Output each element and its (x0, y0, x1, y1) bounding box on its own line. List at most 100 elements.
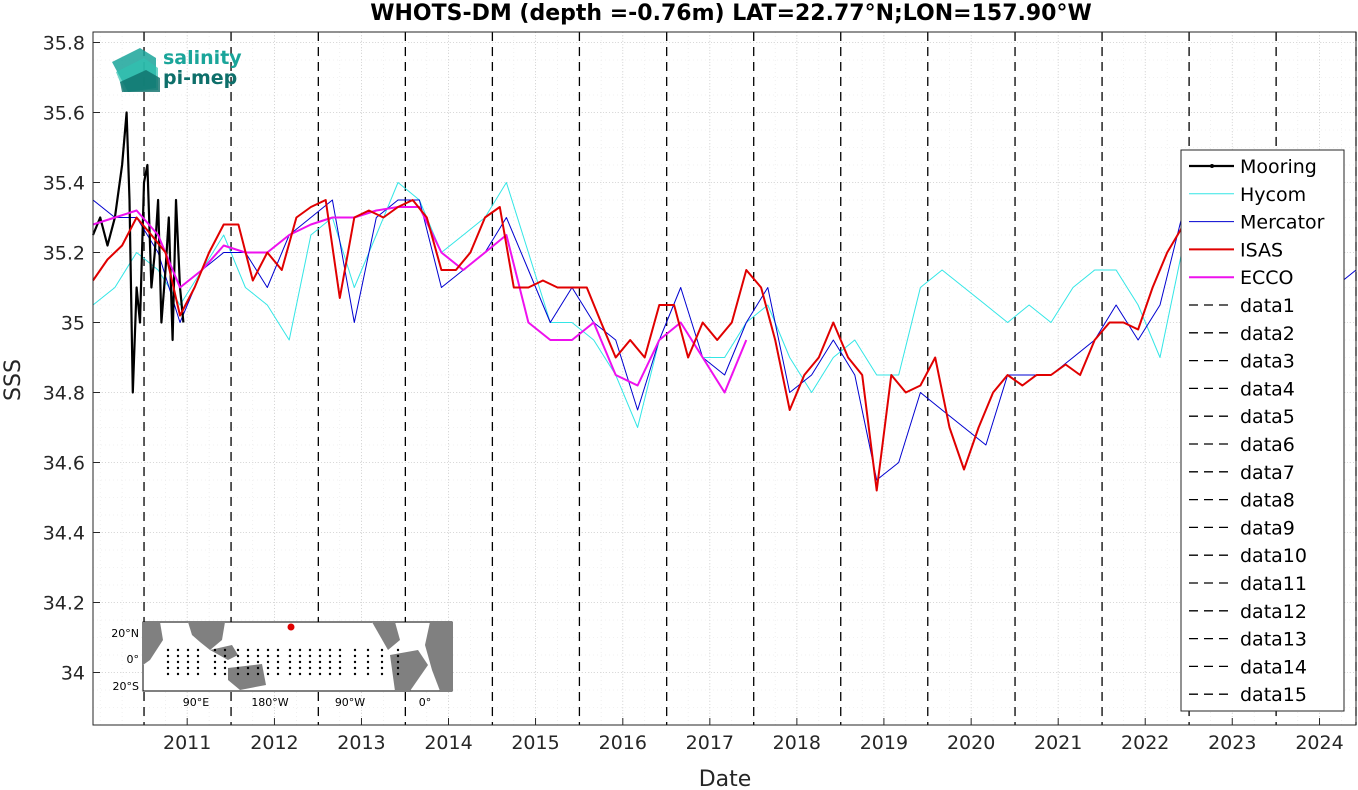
inset-station-dot (380, 654, 384, 658)
inset-station-dot (276, 666, 280, 670)
inset-station-dot (328, 666, 332, 670)
y-tick-label: 35.4 (43, 173, 85, 195)
inset-station-dot (380, 672, 384, 676)
legend-label-data3: data3 (1240, 351, 1295, 373)
inset-station-dot (266, 666, 270, 670)
inset-ylabel-0: 0° (127, 653, 140, 666)
y-tick-label: 35.8 (43, 33, 85, 55)
inset-station-dot (353, 660, 357, 664)
inset-station-dot (298, 666, 302, 670)
inset-station-dot (308, 660, 312, 664)
legend-label-data15: data15 (1240, 684, 1307, 706)
legend-marker-mooring (1210, 164, 1214, 168)
salinity-pi-mep-logo: salinity pi-mep (112, 47, 242, 92)
inset-station-dot (223, 654, 227, 658)
inset-station-dot (186, 648, 190, 652)
legend-label-data7: data7 (1240, 462, 1295, 484)
inset-station-dot (308, 654, 312, 658)
inset-station-dot (328, 648, 332, 652)
inset-xlabel-180w: 180°W (251, 696, 288, 709)
inset-xlabel-90e: 90°E (183, 696, 209, 709)
inset-station-dot (266, 672, 270, 676)
inset-station-dot (380, 666, 384, 670)
inset-station-dot (186, 660, 190, 664)
x-axis-ticks: 2011 2012 2013 2014 2015 2016 2017 2018 2019 2020… (163, 718, 1344, 754)
inset-station-dot (256, 660, 260, 664)
inset-station-dot (196, 666, 200, 670)
legend-label-hycom: Hycom (1240, 184, 1306, 206)
x-tick-label: 2013 (337, 732, 385, 754)
inset-station-dot (318, 654, 322, 658)
inset-station-dot (176, 666, 180, 670)
inset-station-dot (338, 654, 342, 658)
inset-station-dot (186, 654, 190, 658)
inset-xlabel-0: 0° (419, 696, 432, 709)
inset-station-dot (166, 660, 170, 664)
series-layer (91, 111, 1357, 492)
inset-station-dot (396, 672, 400, 676)
inset-station-dot (396, 660, 400, 664)
inset-land-central-america (372, 622, 400, 650)
inset-land-asia (188, 622, 225, 650)
inset-station-dot (308, 666, 312, 670)
legend-label-data1: data1 (1240, 295, 1295, 317)
inset-station-dot (308, 648, 312, 652)
inset-station-dot (298, 672, 302, 676)
inset-station-dot (213, 648, 217, 652)
inset-station-dot (213, 666, 217, 670)
inset-station-dot (196, 672, 200, 676)
inset-station-dot (266, 654, 270, 658)
y-tick-label: 35.6 (43, 103, 85, 125)
inset-ylabel-20n: 20°N (111, 627, 139, 640)
inset-xlabel-90w: 90°W (335, 696, 365, 709)
legend-label-data13: data13 (1240, 629, 1307, 651)
logo-text-salinity: salinity (163, 47, 242, 69)
inset-station-dot (338, 666, 342, 670)
y-axis-ticks: 34 34.2 34.4 34.6 34.8 35 35.2 35.4 35.6 35.8 (43, 33, 100, 685)
inset-station-dot (353, 666, 357, 670)
inset-station-dot (223, 660, 227, 664)
x-tick-label: 2011 (163, 732, 211, 754)
plot-border (92, 31, 1357, 726)
legend-label-data11: data11 (1240, 573, 1307, 595)
inset-station-dot (353, 654, 357, 658)
legend-label-data9: data9 (1240, 517, 1295, 539)
inset-land-africa (143, 622, 163, 665)
series-hycom-line (92, 182, 1183, 428)
y-tick-label: 34.4 (43, 523, 85, 545)
inset-station-dot (266, 660, 270, 664)
inset-station-dot (328, 672, 332, 676)
inset-station-dot (236, 660, 240, 664)
inset-location-map: 20°N 0° 20°S 90°E 180°W 90°W 0° (111, 621, 453, 709)
x-tick-label: 2015 (511, 732, 559, 754)
inset-station-dot (266, 648, 270, 652)
inset-station-dot (256, 648, 260, 652)
inset-station-dot (366, 660, 370, 664)
inset-station-dot (236, 654, 240, 658)
inset-station-dot (298, 648, 302, 652)
inset-station-dot (318, 660, 322, 664)
chart-title: WHOTS-DM (depth =-0.76m) LAT=22.77°N;LON… (370, 1, 1092, 26)
inset-station-dot (213, 660, 217, 664)
inset-station-dot (223, 672, 227, 676)
x-tick-label: 2018 (773, 732, 821, 754)
legend: Mooring Hycom Mercator ISAS ECCO data1 data2 da… (1180, 149, 1345, 712)
inset-station-dot (380, 660, 384, 664)
legend-label-data8: data8 (1240, 490, 1295, 512)
inset-station-dot (213, 672, 217, 676)
y-tick-label: 34.8 (43, 383, 85, 405)
inset-station-dot (196, 654, 200, 658)
inset-station-dot (353, 672, 357, 676)
inset-station-dot (166, 666, 170, 670)
inset-station-dot (318, 666, 322, 670)
inset-station-dot (338, 672, 342, 676)
y-tick-label: 35 (61, 313, 85, 335)
inset-station-dot (366, 672, 370, 676)
inset-station-dot (236, 648, 240, 652)
inset-station-dot (196, 660, 200, 664)
series-isas-line (92, 199, 1183, 492)
inset-station-dot (276, 672, 280, 676)
inset-station-dot (256, 672, 260, 676)
inset-station-dot (353, 648, 357, 652)
inset-station-dot (380, 648, 384, 652)
